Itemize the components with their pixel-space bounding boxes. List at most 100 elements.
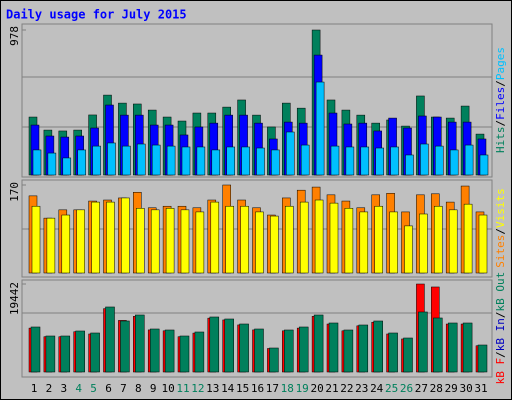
bar [241,146,250,176]
bar [390,146,399,176]
legend: kB F/kB In/kB Out [494,272,507,385]
bar [195,211,205,274]
x-tick-label: 14 [221,382,235,395]
bar [137,143,146,176]
bar [464,144,474,176]
bar [360,146,370,176]
bar [150,209,160,274]
bar [254,328,264,373]
bar [478,214,488,274]
legend-separator: / [494,311,507,318]
bar [286,131,295,176]
bar [329,202,339,274]
legend-entry: kB In [494,318,507,351]
legend-entry: Files [494,87,507,120]
x-tick-label: 18 [281,382,294,395]
bar [269,347,279,373]
x-tick-label: 31 [474,382,487,395]
bar [240,205,249,274]
bar [164,329,175,373]
x-tick-label: 25 [385,382,398,395]
x-tick-label: 7 [120,382,127,395]
x-tick-label: 20 [310,382,323,395]
x-tick-label: 17 [266,382,279,395]
x-tick-label: 1 [31,382,38,395]
x-tick-label: 22 [340,382,353,395]
bar [343,329,354,373]
legend-separator: / [494,80,507,87]
bar [315,81,325,176]
bar [61,214,71,274]
bar [300,144,310,176]
bar [271,149,280,176]
bar [31,205,41,274]
bar [344,208,354,274]
x-tick-label: 8 [135,382,142,395]
bar [224,318,234,373]
x-tick-label: 28 [430,382,443,395]
bar [90,332,100,373]
x-tick-label: 9 [150,382,157,395]
x-tick-label: 30 [459,382,472,395]
bar [121,197,130,274]
bar [165,208,175,274]
bar [226,146,235,176]
bar [91,201,100,274]
bar [32,149,42,176]
bar [418,311,428,373]
bar [359,211,369,274]
bar [76,209,85,274]
legend-entry: kB Out [494,272,507,312]
legend-entry: Visits [494,188,507,228]
bar [285,205,294,274]
bar [298,326,309,373]
bar [106,201,115,274]
y-tick-label: 978 [8,26,21,46]
bar [122,145,131,176]
bar [211,149,221,176]
bar [375,147,384,176]
bar [75,330,85,373]
bar [404,225,413,274]
x-tick-label: 29 [445,382,458,395]
bar [403,337,413,373]
bar [107,142,116,176]
bar [209,316,220,373]
bar [435,145,444,176]
x-tick-label: 2 [46,382,53,395]
bar [30,326,41,373]
bar [47,152,57,176]
x-tick-label: 19 [296,382,309,395]
x-tick-label: 6 [105,382,112,395]
bar [284,329,294,373]
bar [62,157,72,176]
bar [405,154,414,176]
bar [328,322,339,373]
y-tick-label: 19442 [8,282,21,315]
bar [389,211,398,274]
bar [239,323,249,373]
bar [330,145,340,176]
chart-title: Daily usage for July 2015 [6,8,187,22]
bar [225,205,234,274]
bar [45,335,56,373]
x-tick-label: 16 [251,382,264,395]
legend-separator: / [494,351,507,358]
bar [448,209,458,274]
bar [92,145,101,176]
x-tick-label: 5 [90,382,97,395]
bar [105,306,115,373]
bar [181,146,191,176]
x-tick-label: 23 [355,382,368,395]
legend-separator: / [494,120,507,127]
y-tick-label: 170 [8,182,21,202]
bar [314,199,324,274]
bar [419,213,428,274]
x-tick-label: 10 [161,382,174,395]
x-tick-label: 24 [370,382,384,395]
x-tick-label: 13 [206,382,219,395]
x-tick-label: 27 [415,382,428,395]
bar [77,149,86,176]
bar [358,324,369,373]
